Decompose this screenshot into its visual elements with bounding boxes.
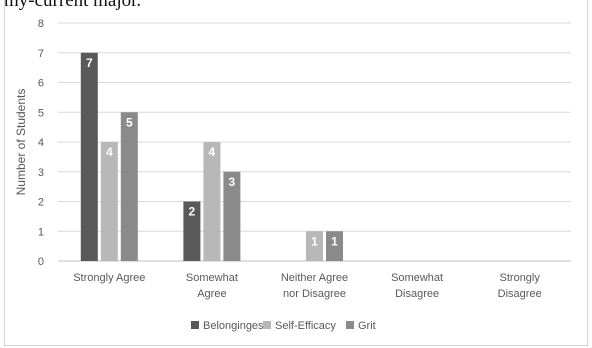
x-category-label: Neither Agree nor Disagree: [281, 272, 348, 300]
x-category-label: Somewhat Disagree: [391, 272, 443, 300]
y-tick-label: 7: [38, 48, 44, 60]
bar-data-label: 7: [86, 56, 93, 70]
bar-data-label: 4: [106, 145, 113, 159]
x-category-label: Strongly Disagree: [498, 272, 542, 300]
bar: [306, 231, 323, 261]
x-category-label: Strongly Agree: [73, 272, 145, 284]
bars: [80, 52, 343, 261]
y-axis-label: Number of Students: [14, 89, 28, 196]
y-axis-ticks: 0 1 2 3 4 5 6 7 8: [38, 18, 44, 268]
bar-data-label: 5: [126, 115, 133, 129]
x-axis-categories: Strongly Agree Somewhat Agree Neither Agree…: [73, 272, 541, 300]
y-tick-label: 4: [38, 137, 44, 149]
gridlines: [58, 22, 571, 262]
bar: [326, 231, 343, 261]
y-tick-label: 6: [38, 78, 44, 90]
y-tick-label: 5: [38, 107, 44, 119]
bar: [183, 201, 201, 261]
bar-data-label: 1: [311, 234, 318, 248]
legend-label: Self-Efficacy: [275, 320, 336, 332]
legend-label: Grit: [358, 320, 376, 332]
legend: Belongingess Self-Efficacy Grit: [191, 320, 376, 332]
y-tick-label: 3: [38, 167, 44, 179]
bar: [80, 52, 98, 261]
bar: [120, 112, 138, 261]
y-tick-label: 8: [38, 18, 44, 30]
bar-data-label: 3: [229, 175, 236, 189]
x-category-label: Somewhat Agree: [186, 272, 238, 300]
legend-label: Belongingess: [203, 320, 270, 332]
bar-data-labels: 7 4 5 2 4 3 1 1: [86, 56, 338, 249]
caption-fragment: my-current major.: [4, 0, 142, 11]
legend-swatch: [191, 321, 199, 329]
bar: [223, 171, 241, 261]
y-tick-label: 0: [38, 256, 44, 268]
y-tick-label: 2: [38, 197, 44, 209]
bar-data-label: 4: [209, 145, 216, 159]
legend-swatch: [263, 321, 271, 329]
bar: [100, 142, 118, 261]
bar: [203, 142, 221, 261]
bar-data-label: 1: [331, 234, 338, 248]
bar-data-label: 2: [189, 205, 196, 219]
y-tick-label: 1: [38, 226, 44, 238]
legend-swatch: [346, 321, 354, 329]
